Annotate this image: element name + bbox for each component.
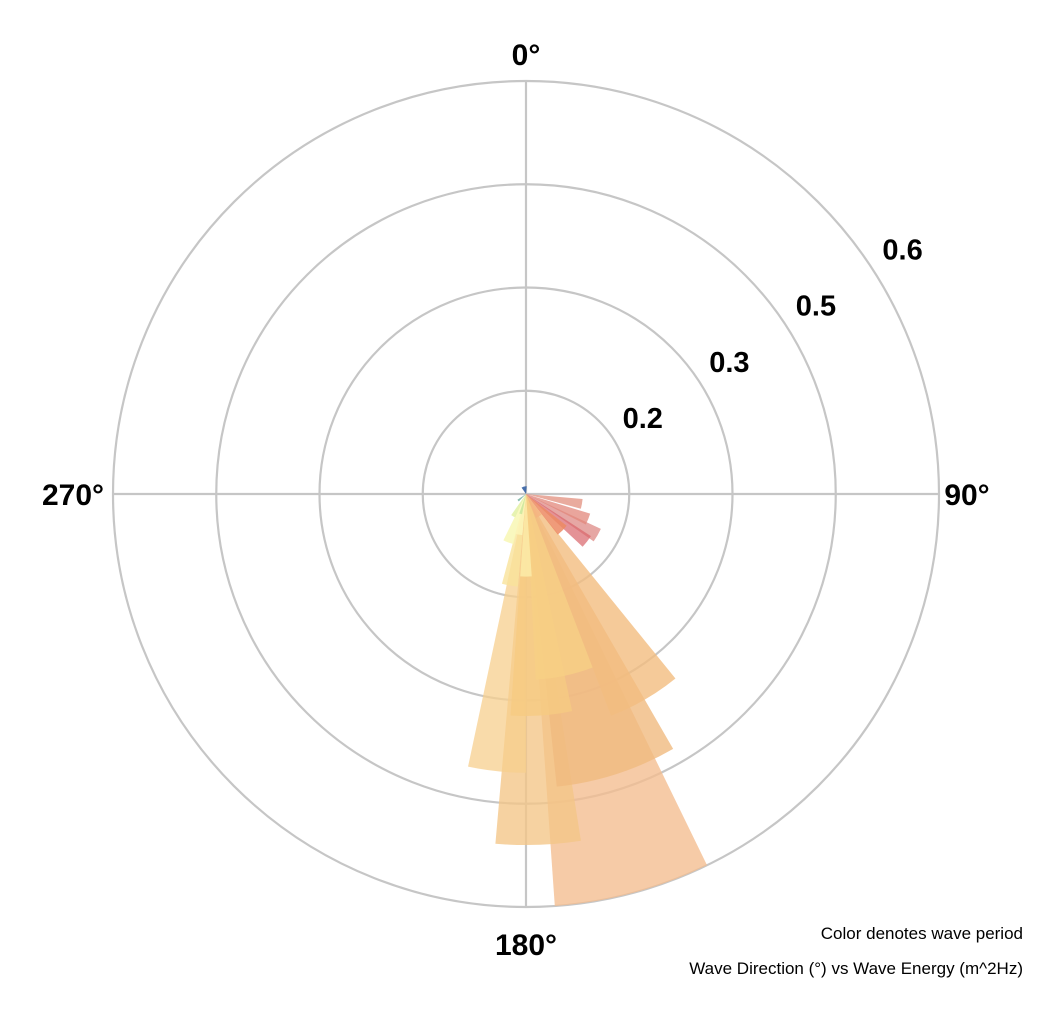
wedge <box>526 494 601 542</box>
radial-tick-label: 0.3 <box>709 347 749 379</box>
wedge <box>520 494 532 577</box>
wedge <box>503 494 526 545</box>
radial-tick-label: 0.2 <box>623 403 663 435</box>
wedge-series <box>468 486 708 906</box>
wedge <box>519 494 526 515</box>
color-note: Color denotes wave period <box>820 924 1023 943</box>
radial-tick-label: 0.6 <box>882 234 922 266</box>
angular-tick-label: 90° <box>944 479 989 512</box>
wedge <box>526 494 542 518</box>
wedge <box>526 494 593 680</box>
radial-tick-label: 0.5 <box>796 291 836 323</box>
wedge <box>517 494 526 502</box>
angular-tick-label: 180° <box>495 929 557 962</box>
wedge <box>526 494 591 525</box>
axis-note: Wave Direction (°) vs Wave Energy (m^2Hz… <box>689 959 1023 978</box>
wedge <box>511 494 526 518</box>
wedge <box>526 494 676 716</box>
wedge <box>526 494 583 509</box>
wedge <box>521 486 527 494</box>
axis-labels: 0° 90° 180° 270° 0.2 0.3 0.5 0.6 <box>42 39 990 962</box>
angular-tick-label: 0° <box>512 39 541 72</box>
angular-tick-label: 270° <box>42 479 104 512</box>
wedge <box>526 494 567 535</box>
